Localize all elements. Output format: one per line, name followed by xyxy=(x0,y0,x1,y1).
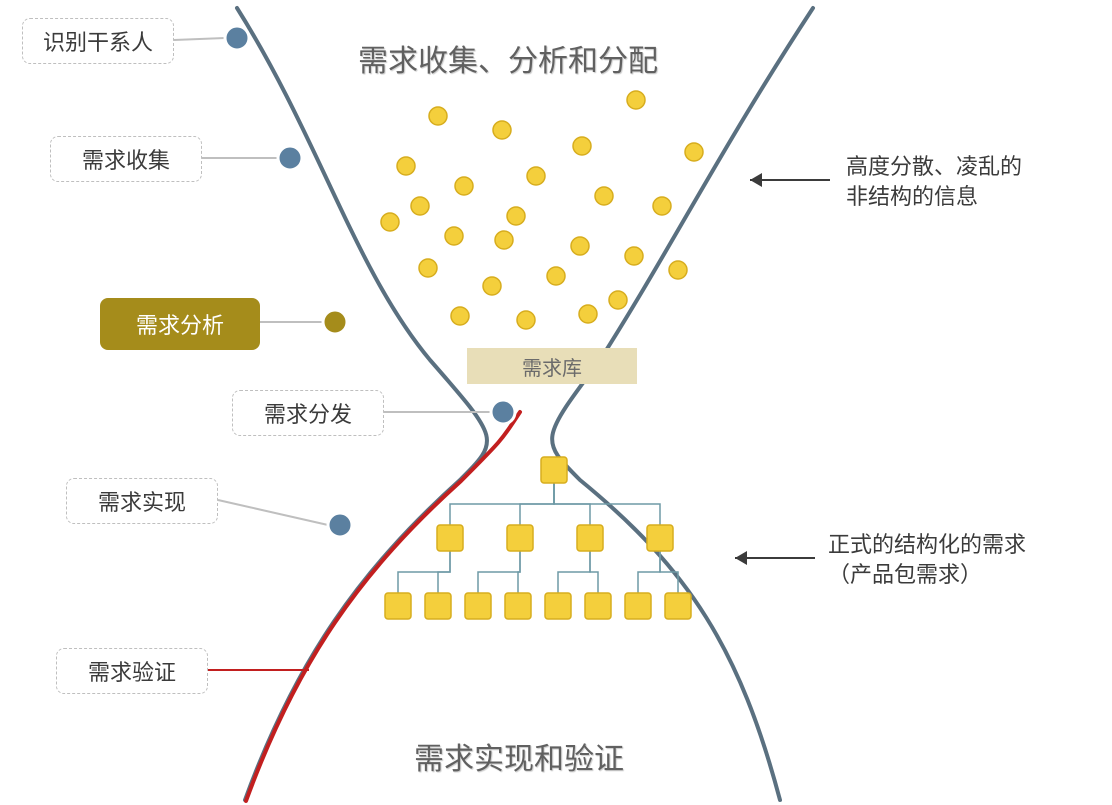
step-verify: 需求验证 xyxy=(56,648,208,694)
step-analyze: 需求分析 xyxy=(100,298,260,350)
step-analyze-dot xyxy=(323,310,347,334)
tree-edge xyxy=(554,483,660,525)
annotation-top-right-line2: 非结构的信息 xyxy=(846,184,978,209)
scatter-dot xyxy=(397,157,415,175)
hourglass-right-curve xyxy=(552,8,813,800)
scatter-dot xyxy=(685,143,703,161)
tree-l1-1 xyxy=(507,525,533,551)
tree-edge xyxy=(638,551,660,593)
tree-l2-6 xyxy=(625,593,651,619)
title-bottom: 需求实现和验证 xyxy=(414,734,624,778)
tree-edge xyxy=(558,551,590,593)
step-stakeholders: 识别干系人 xyxy=(22,18,174,64)
tree-edge xyxy=(520,483,554,525)
scatter-dot xyxy=(451,307,469,325)
scatter-dot xyxy=(381,213,399,231)
tree-l2-5 xyxy=(585,593,611,619)
scatter-dot xyxy=(573,137,591,155)
scatter-dot xyxy=(419,259,437,277)
scatter-dot xyxy=(429,107,447,125)
scatter-dot xyxy=(669,261,687,279)
title-top: 需求收集、分析和分配 xyxy=(358,36,658,80)
step-stakeholders-dot xyxy=(225,26,249,50)
annotation-top-right: 高度分散、凌乱的 非结构的信息 xyxy=(846,152,1022,211)
scatter-dot xyxy=(507,207,525,225)
tree-l1-3 xyxy=(647,525,673,551)
scatter-dot xyxy=(547,267,565,285)
scatter-dot xyxy=(595,187,613,205)
tree-l2-4 xyxy=(545,593,571,619)
scatter-dot xyxy=(411,197,429,215)
annotation-top-right-line1: 高度分散、凌乱的 xyxy=(846,154,1022,179)
tree-l2-0 xyxy=(385,593,411,619)
scatter-dot xyxy=(493,121,511,139)
scatter-dot xyxy=(609,291,627,309)
tree-l2-3 xyxy=(505,593,531,619)
tree-l2-2 xyxy=(465,593,491,619)
annotation-top-right-arrowhead xyxy=(750,173,762,187)
annotation-bottom-right-line2: （产品包需求） xyxy=(828,562,982,587)
scatter-dot xyxy=(517,311,535,329)
tree-l1-2 xyxy=(577,525,603,551)
tree-l2-1 xyxy=(425,593,451,619)
annotation-bottom-right: 正式的结构化的需求 （产品包需求） xyxy=(828,530,1026,589)
requirement-library: 需求库 xyxy=(467,348,637,384)
scatter-dot xyxy=(445,227,463,245)
step-implement: 需求实现 xyxy=(66,478,218,524)
step-implement-dot xyxy=(328,513,352,537)
tree-edge xyxy=(590,551,598,593)
annotation-bottom-right-arrowhead xyxy=(735,551,747,565)
step-implement-connector xyxy=(218,500,328,525)
tree-l1-0 xyxy=(437,525,463,551)
scatter-dot xyxy=(455,177,473,195)
scatter-dot xyxy=(579,305,597,323)
tree-edge xyxy=(438,551,450,593)
step-dispatch-dot xyxy=(491,400,515,424)
tree-edge xyxy=(518,551,520,593)
tree-edge xyxy=(478,551,520,593)
scatter-dot xyxy=(625,247,643,265)
scatter-dot xyxy=(653,197,671,215)
scatter-dot xyxy=(527,167,545,185)
tree-l2-7 xyxy=(665,593,691,619)
step-collect-dot xyxy=(278,146,302,170)
scatter-dot xyxy=(495,231,513,249)
step-collect: 需求收集 xyxy=(50,136,202,182)
annotation-bottom-right-line1: 正式的结构化的需求 xyxy=(828,532,1026,557)
step-stakeholders-connector xyxy=(174,38,225,40)
scatter-dot xyxy=(627,91,645,109)
step-dispatch: 需求分发 xyxy=(232,390,384,436)
scatter-dot xyxy=(483,277,501,295)
tree-root xyxy=(541,457,567,483)
scatter-dot xyxy=(571,237,589,255)
